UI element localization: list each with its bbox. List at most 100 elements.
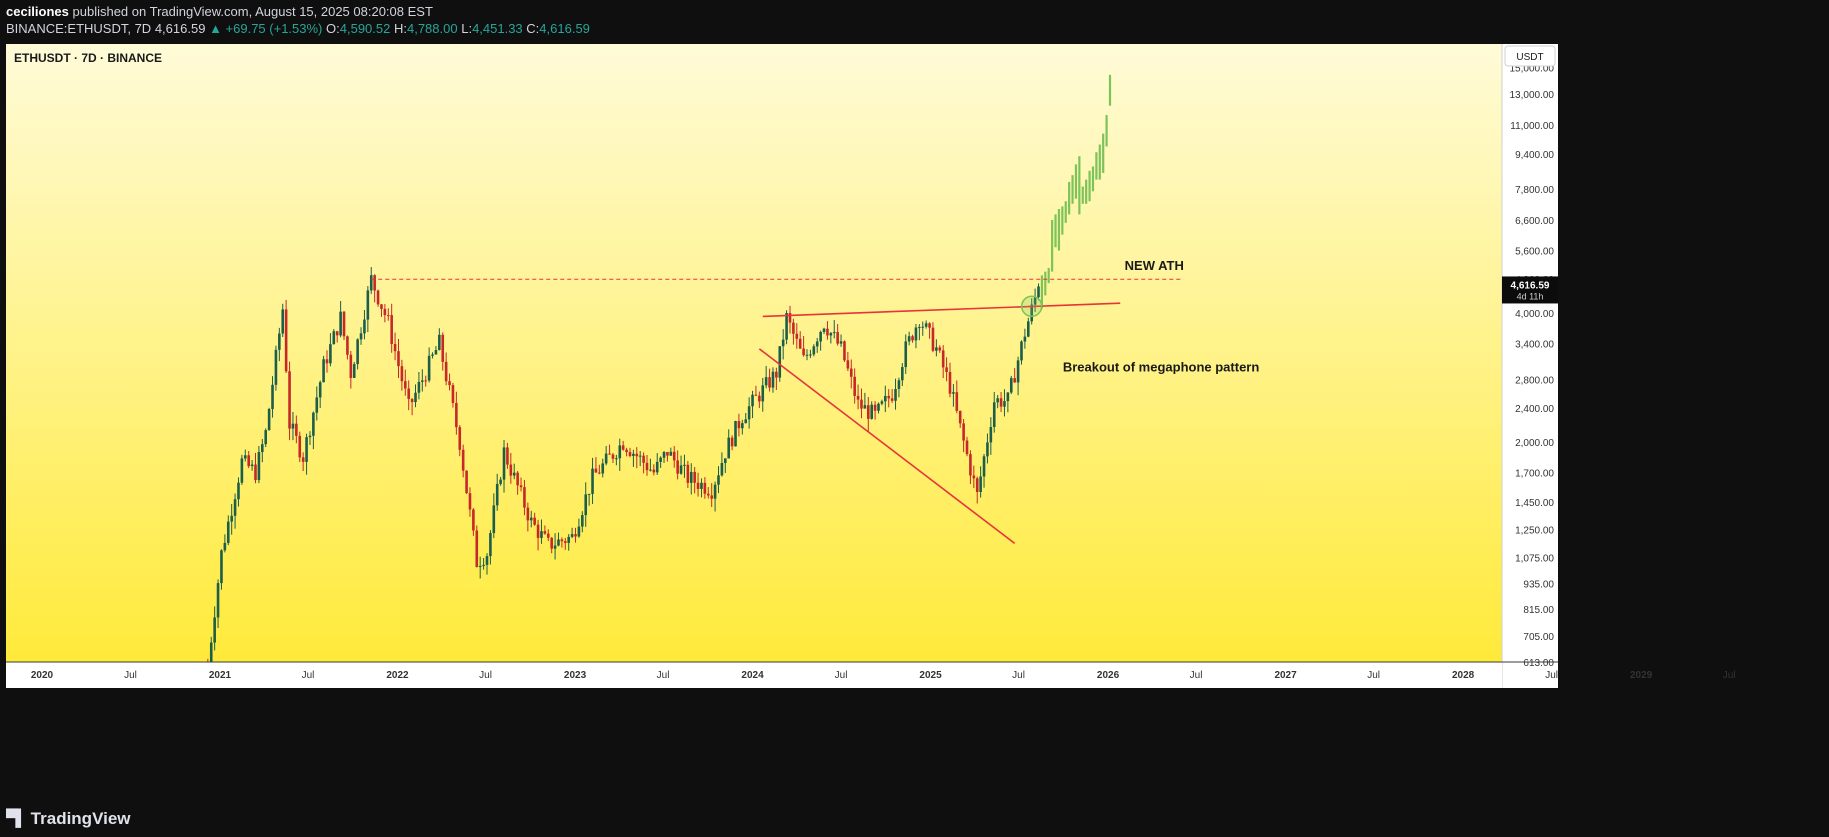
candle[interactable] (482, 558, 485, 570)
candle[interactable] (761, 377, 765, 412)
candle[interactable] (775, 367, 778, 391)
candle[interactable] (962, 418, 965, 453)
candle[interactable] (233, 493, 237, 529)
candle[interactable] (921, 321, 925, 336)
candle[interactable] (849, 359, 853, 389)
candle[interactable] (560, 537, 564, 548)
candle[interactable] (400, 359, 404, 391)
candle[interactable] (952, 384, 955, 407)
candle[interactable] (533, 512, 536, 526)
candle[interactable] (771, 367, 775, 393)
candle[interactable] (247, 451, 250, 469)
candle[interactable] (444, 352, 448, 386)
candle[interactable] (914, 324, 918, 349)
candle[interactable] (543, 525, 547, 535)
candle[interactable] (727, 429, 731, 459)
candle[interactable] (264, 428, 268, 448)
candle[interactable] (553, 533, 557, 560)
candle[interactable] (863, 392, 867, 409)
candle[interactable] (237, 477, 240, 507)
candle[interactable] (672, 446, 676, 468)
candle[interactable] (945, 357, 948, 382)
candle[interactable] (516, 470, 519, 495)
candle[interactable] (741, 419, 744, 435)
candle[interactable] (941, 345, 945, 379)
candle[interactable] (407, 380, 410, 411)
candle[interactable] (243, 449, 247, 462)
candle[interactable] (788, 305, 792, 334)
candle[interactable] (781, 329, 785, 360)
candle[interactable] (642, 452, 645, 474)
candle[interactable] (523, 480, 526, 516)
candle[interactable] (911, 334, 914, 343)
candle[interactable] (611, 452, 615, 464)
support-trendline[interactable] (758, 348, 1016, 545)
candle[interactable] (240, 454, 244, 485)
candle[interactable] (329, 333, 332, 367)
candle[interactable] (383, 304, 387, 323)
candle[interactable] (581, 511, 584, 533)
candle[interactable] (325, 350, 329, 373)
candle[interactable] (502, 439, 506, 493)
candle[interactable] (860, 388, 863, 419)
candle[interactable] (312, 411, 315, 450)
candle[interactable] (397, 338, 400, 379)
candle[interactable] (451, 382, 455, 408)
candle[interactable] (853, 368, 856, 404)
candle[interactable] (550, 537, 553, 554)
candle[interactable] (529, 510, 533, 528)
candle[interactable] (826, 321, 829, 340)
candle[interactable] (805, 349, 809, 361)
candle[interactable] (792, 318, 795, 345)
candle[interactable] (393, 332, 397, 361)
candle[interactable] (254, 452, 257, 484)
candle[interactable] (288, 361, 291, 441)
candle[interactable] (710, 483, 713, 507)
candle[interactable] (318, 380, 322, 409)
candle[interactable] (992, 391, 996, 433)
candle[interactable] (366, 286, 370, 333)
candle[interactable] (884, 385, 887, 413)
annotation-breakout[interactable]: Breakout of megaphone pattern (1063, 360, 1260, 375)
candle[interactable] (836, 324, 839, 346)
candle[interactable] (540, 519, 543, 544)
candle[interactable] (295, 415, 298, 444)
candle[interactable] (434, 345, 438, 355)
candle[interactable] (897, 377, 901, 398)
candle[interactable] (570, 527, 574, 539)
candle[interactable] (332, 329, 336, 345)
candle[interactable] (574, 527, 577, 543)
candle[interactable] (410, 398, 414, 416)
candle[interactable] (557, 532, 560, 547)
chart-container[interactable]: ETHUSDT · 7D · BINANCE NEW ATH Breakout of… (6, 44, 1824, 801)
candle[interactable] (1013, 368, 1016, 383)
candle[interactable] (485, 553, 489, 575)
candle[interactable] (615, 454, 618, 466)
candle[interactable] (843, 340, 846, 362)
candle[interactable] (730, 435, 734, 451)
candle[interactable] (758, 391, 761, 409)
candle[interactable] (441, 332, 445, 371)
candle[interactable] (948, 362, 952, 398)
candle[interactable] (676, 450, 679, 480)
price-axis[interactable]: 16,000.0015,000.0013,000.0011,000.009,40… (1501, 44, 1558, 688)
candle[interactable] (628, 447, 632, 458)
candle[interactable] (901, 363, 904, 387)
candle[interactable] (335, 330, 339, 343)
candle[interactable] (564, 538, 567, 550)
candle[interactable] (455, 391, 458, 435)
candle[interactable] (315, 386, 319, 421)
candle[interactable] (604, 445, 608, 466)
candle[interactable] (250, 460, 254, 471)
candle[interactable] (856, 384, 860, 410)
candle[interactable] (955, 380, 959, 414)
candle[interactable] (342, 311, 346, 340)
candle[interactable] (751, 390, 754, 419)
candle[interactable] (465, 470, 468, 494)
candle[interactable] (744, 412, 748, 424)
candle[interactable] (747, 397, 751, 429)
candle[interactable] (495, 473, 499, 511)
candle[interactable] (632, 449, 635, 467)
candle[interactable] (468, 487, 472, 517)
candle[interactable] (267, 407, 271, 431)
